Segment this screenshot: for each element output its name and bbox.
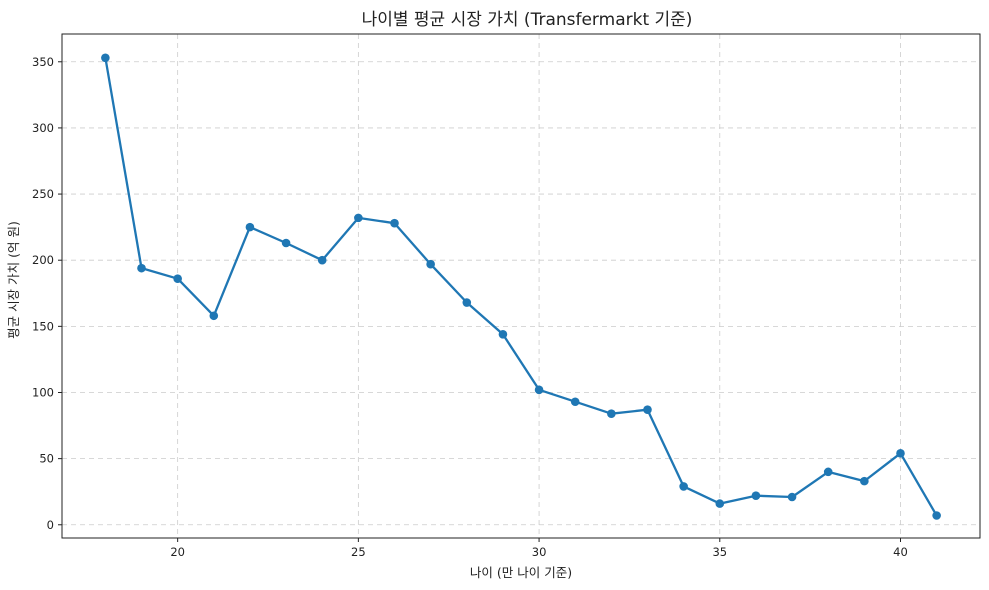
y-tick-label: 300 — [32, 121, 54, 135]
data-point — [245, 222, 255, 232]
x-tick-label: 20 — [170, 545, 185, 559]
data-point — [462, 298, 472, 307]
y-axis-ticks: 0 50 100 150 200 250 300 350 — [32, 55, 62, 532]
x-tick-label: 35 — [712, 545, 727, 559]
y-tick-label: 50 — [39, 452, 54, 466]
y-tick-label: 100 — [32, 385, 54, 399]
x-tick-label: 30 — [532, 545, 547, 559]
data-point — [643, 405, 652, 414]
series-line — [104, 57, 938, 517]
x-axis-ticks: 20 25 30 35 40 — [170, 538, 908, 559]
data-point — [426, 259, 435, 269]
data-point — [498, 329, 508, 339]
data-point — [390, 218, 399, 228]
y-tick-label: 150 — [32, 319, 54, 333]
x-axis-label: 나이 (만 나이 기준) — [470, 565, 572, 580]
data-point — [860, 476, 869, 486]
x-tick-label: 25 — [351, 545, 366, 559]
y-tick-label: 250 — [32, 187, 54, 201]
data-point — [751, 491, 761, 500]
data-point — [354, 213, 363, 223]
y-tick-label: 350 — [32, 55, 54, 69]
data-point — [209, 311, 219, 321]
data-point — [137, 263, 146, 273]
y-axis-label: 평균 시장 가치 (억 원) — [6, 221, 21, 339]
data-point — [715, 499, 725, 508]
data-point — [679, 482, 688, 491]
grid-lines — [62, 34, 980, 538]
data-point — [570, 397, 580, 407]
plot-frame — [61, 33, 981, 539]
data-point — [896, 449, 905, 458]
y-tick-label: 200 — [32, 253, 54, 267]
data-point — [932, 511, 941, 520]
y-tick-label: 0 — [47, 518, 54, 532]
data-point — [101, 53, 110, 63]
data-point — [607, 409, 616, 418]
data-points — [101, 53, 941, 520]
x-tick-label: 40 — [893, 545, 908, 559]
chart-title: 나이별 평균 시장 가치 (Transfermarkt 기준) — [362, 10, 693, 30]
data-point — [787, 492, 797, 502]
data-point — [823, 467, 833, 477]
data-point — [173, 274, 182, 284]
data-point — [317, 255, 327, 265]
data-point — [281, 238, 291, 248]
data-point — [534, 385, 544, 395]
